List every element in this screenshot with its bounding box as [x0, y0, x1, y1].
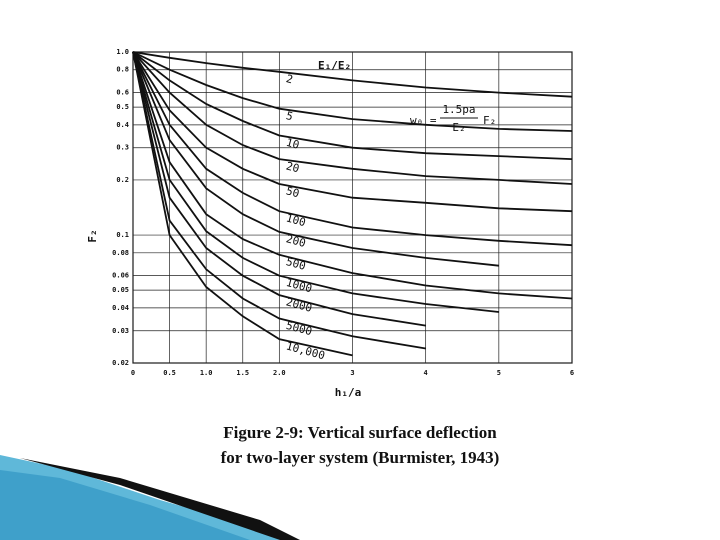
curve-label: 5000: [285, 319, 314, 338]
curve: [132, 51, 426, 327]
y-tick-label: 0.06: [112, 272, 129, 280]
x-tick-label: 0.5: [163, 369, 176, 377]
x-tick-label: 4: [424, 369, 428, 377]
x-tick-label: 6: [570, 369, 574, 377]
y-tick-label: 0.2: [116, 176, 129, 184]
x-tick-label: 1.5: [236, 369, 249, 377]
y-tick-label: 0.08: [112, 249, 129, 257]
curve: [132, 51, 573, 185]
curve: [132, 51, 573, 132]
formula-numerator: 1.5pa: [442, 103, 475, 116]
curve: [132, 51, 573, 98]
legend-title: E₁/E₂: [318, 59, 351, 72]
curve-label: 500: [285, 255, 308, 273]
curve: [132, 51, 573, 247]
y-axis-label: F₂: [86, 229, 99, 242]
curve: [132, 51, 353, 357]
curve: [132, 51, 499, 267]
curve: [132, 51, 426, 350]
curve: [132, 51, 573, 160]
y-tick-label: 0.04: [112, 304, 129, 312]
curve-label: 50: [285, 184, 301, 200]
y-tick-label: 0.8: [116, 66, 129, 74]
x-tick-label: 1.0: [200, 369, 213, 377]
y-tick-label: 0.4: [116, 121, 129, 129]
curve-label: 10: [285, 136, 301, 152]
x-tick-label: 5: [497, 369, 501, 377]
curve: [132, 51, 573, 213]
caption: Figure 2-9: Vertical surface deflection: [223, 423, 497, 442]
y-tick-label: 0.03: [112, 327, 129, 335]
decor-black: [20, 458, 300, 540]
y-tick-label: 0.5: [116, 103, 129, 111]
caption: for two-layer system (Burmister, 1943): [221, 448, 500, 467]
curve-label: 200: [285, 232, 308, 250]
x-axis-label: h₁/a: [335, 386, 362, 399]
curve-label: 2000: [285, 295, 314, 314]
curve: [132, 51, 499, 313]
curve-label: 20: [285, 159, 301, 175]
y-tick-label: 0.05: [112, 286, 129, 294]
x-tick-label: 3: [350, 369, 354, 377]
curve-label: 2: [285, 72, 295, 86]
x-tick-label: 2.0: [273, 369, 286, 377]
y-tick-label: 0.6: [116, 89, 129, 97]
decor-blue-dark: [0, 470, 250, 540]
y-tick-label: 0.3: [116, 144, 129, 152]
y-tick-label: 1.0: [116, 48, 129, 56]
curve-label: 100: [285, 212, 308, 230]
y-tick-label: 0.02: [112, 359, 129, 367]
curve-label: 1000: [285, 276, 314, 295]
curve: [132, 51, 573, 300]
formula-factor: F₂: [483, 114, 496, 127]
y-tick-label: 0.1: [116, 231, 129, 239]
x-tick-label: 0: [131, 369, 135, 377]
curve-label: 10,000: [285, 339, 327, 362]
curve-label: 5: [285, 109, 295, 123]
